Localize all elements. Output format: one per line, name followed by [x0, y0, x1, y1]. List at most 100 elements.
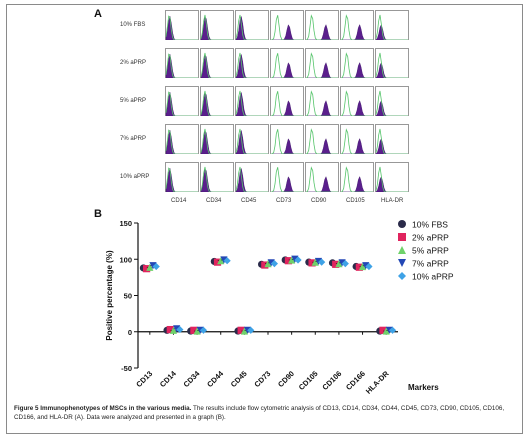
data-point: [169, 326, 178, 334]
marker-label: CD73: [276, 198, 292, 204]
y-tick-label: 100: [119, 255, 132, 264]
histogram-cell: [270, 10, 304, 40]
data-point: [388, 326, 397, 334]
condition-label: 5% aPRP: [120, 98, 147, 104]
data-point: [379, 326, 387, 334]
legend-label: 7% aPRP: [412, 259, 449, 269]
histogram-cell: [165, 48, 199, 78]
histogram-cell: [305, 124, 339, 154]
x-tick-label: CD105: [297, 369, 320, 392]
histogram-cell: [200, 86, 234, 116]
data-point: [190, 326, 198, 334]
data-point: [358, 262, 367, 271]
histogram-cell: [375, 124, 409, 154]
caption-lead: Figure 5 Immunophenotypes of MSCs in the…: [14, 405, 192, 412]
x-tick-label: CD45: [229, 369, 249, 389]
condition-label: 10% aPRP: [120, 174, 150, 180]
legend-marker: [398, 272, 406, 280]
histogram-cell: [270, 162, 304, 192]
data-point: [166, 325, 174, 334]
histogram-cell: [305, 10, 339, 40]
x-tick-label: CD73: [252, 369, 272, 389]
data-point: [332, 260, 340, 268]
data-point: [149, 262, 157, 270]
x-tick-label: CD34: [182, 368, 203, 389]
y-tick-label: 0: [128, 328, 132, 337]
x-tick-label: CD90: [276, 369, 296, 389]
x-tick-label: CD14: [158, 368, 179, 389]
y-axis-title: Positive percentage (%): [105, 250, 114, 341]
legend-label: 2% aPRP: [412, 233, 449, 243]
data-point: [220, 256, 228, 264]
figure-caption: Figure 5 Immunophenotypes of MSCs in the…: [14, 404, 514, 422]
data-point: [311, 258, 319, 266]
data-point: [152, 262, 160, 271]
caption-body: The results include flow cytometric anal…: [14, 405, 505, 421]
panel-b-letter: B: [94, 208, 102, 220]
data-point: [213, 258, 222, 266]
histogram-cell: [200, 162, 234, 192]
data-point: [284, 257, 293, 265]
histogram-cell: [165, 10, 199, 40]
data-point: [237, 326, 245, 334]
histogram-cell: [200, 124, 234, 154]
data-point: [382, 327, 390, 335]
y-tick-label: 50: [124, 292, 132, 301]
histogram-cell: [340, 10, 374, 40]
data-point: [338, 259, 346, 267]
data-point: [267, 259, 275, 267]
panel-a-letter: A: [94, 8, 102, 20]
histogram-cell: [235, 162, 269, 192]
data-point: [365, 262, 373, 271]
data-point: [270, 260, 278, 268]
marker-label: CD34: [206, 198, 222, 204]
legend-label: 5% aPRP: [412, 246, 449, 256]
data-point: [193, 327, 201, 335]
data-point: [335, 260, 343, 268]
data-point: [308, 259, 316, 267]
x-tick-label: HLA-DR: [364, 369, 391, 396]
marker-label: CD90: [311, 198, 327, 204]
data-point: [264, 260, 272, 268]
legend-marker: [398, 259, 406, 267]
histogram-cell: [235, 48, 269, 78]
data-point: [143, 265, 151, 273]
condition-label: 7% aPRP: [120, 136, 147, 142]
data-point: [217, 257, 225, 265]
legend-marker: [398, 246, 406, 254]
legend-marker: [398, 220, 406, 228]
data-point: [240, 327, 248, 335]
data-point: [288, 256, 296, 264]
histogram-cell: [340, 162, 374, 192]
x-axis-title: Markers: [408, 383, 439, 392]
histogram-cell: [375, 10, 409, 40]
x-tick-label: CD106: [320, 369, 343, 392]
legend-label: 10% FBS: [412, 220, 448, 230]
histogram-cell: [305, 162, 339, 192]
marker-label: CD14: [171, 198, 187, 204]
data-point: [261, 261, 269, 269]
legend-marker: [398, 233, 406, 241]
histogram-cell: [270, 86, 304, 116]
histogram-cell: [305, 86, 339, 116]
histogram-cell: [270, 48, 304, 78]
y-tick-label: 150: [119, 219, 132, 228]
legend-label: 10% aPRP: [412, 272, 454, 282]
histogram-cell: [340, 48, 374, 78]
data-point: [173, 325, 181, 333]
histogram-cell: [375, 162, 409, 192]
x-tick-label: CD44: [205, 368, 226, 389]
histogram-cell: [165, 124, 199, 154]
histogram-cell: [305, 48, 339, 78]
marker-label: CD105: [346, 198, 365, 204]
histogram-cell: [270, 124, 304, 154]
y-tick-label: -50: [121, 364, 132, 373]
histogram-cell: [375, 48, 409, 78]
data-point: [362, 262, 370, 270]
histogram-cell: [235, 10, 269, 40]
histogram-cell: [340, 86, 374, 116]
histogram-cell: [165, 162, 199, 192]
data-point: [146, 263, 154, 271]
condition-label: 2% aPRP: [120, 60, 147, 66]
histogram-cell: [165, 86, 199, 116]
